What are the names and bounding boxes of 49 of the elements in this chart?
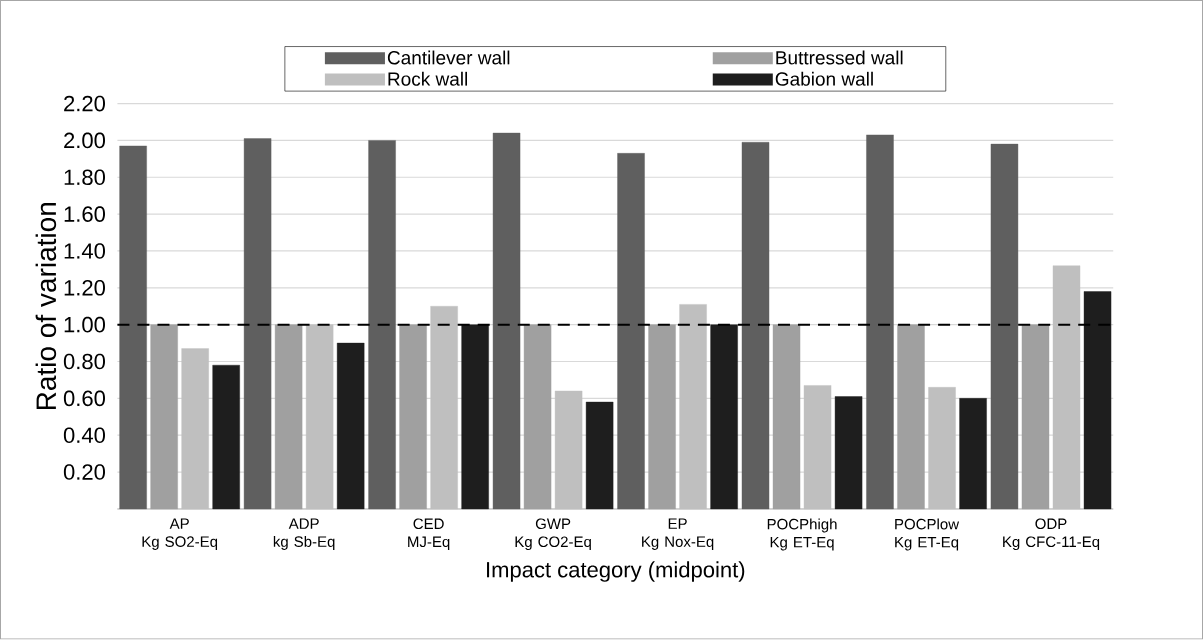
bar: [150, 324, 178, 510]
bar: [710, 324, 738, 510]
y-axis-title: Ratio of variation: [35, 203, 57, 410]
bar: [212, 365, 240, 510]
x-tick-label: CED MJ-Eq: [408, 518, 450, 551]
x-tick-label: POCPhigh Kg ET-Eq: [767, 518, 837, 551]
legend-label: Cantilever wall: [387, 50, 510, 65]
bar: [897, 324, 925, 510]
bar: [959, 398, 987, 510]
legend-label: Gabion wall: [775, 72, 873, 87]
y-tick-label: 0.20: [63, 464, 106, 481]
y-tick-label: 2.00: [64, 132, 106, 149]
x-tick-label: AP Kg SO2-Eq: [142, 518, 218, 551]
x-tick-label: EP Kg Nox-Eq: [642, 518, 714, 551]
bar: [1083, 291, 1112, 510]
bar: [368, 140, 396, 510]
bar: [492, 133, 521, 510]
bar: [585, 402, 614, 510]
y-tick-label: 2.20: [64, 96, 106, 112]
bar: [617, 153, 645, 510]
y-tick-label: 1.00: [64, 317, 106, 333]
x-tick-label: ODP Kg CFC-11-Eq: [1003, 518, 1100, 551]
legend-label: Buttressed wall: [776, 50, 903, 65]
bar: [243, 138, 272, 510]
y-tick-label: 0.60: [63, 390, 106, 407]
x-axis-title: Impact category (midpoint): [487, 561, 745, 583]
y-tick-label: 1.40: [64, 243, 106, 259]
bar: [990, 144, 1019, 510]
y-tick-label: 0.40: [63, 427, 106, 444]
legend-label: Rock wall: [388, 72, 468, 87]
y-tick-label: 1.80: [64, 169, 106, 186]
bar: [772, 324, 801, 510]
bar: [834, 396, 863, 510]
bar: [523, 324, 552, 510]
bar: [399, 324, 427, 510]
bar: [741, 142, 770, 510]
x-tick-label: GWP Kg CO2-Eq: [515, 518, 591, 551]
bar: [274, 324, 303, 510]
bar: [336, 343, 365, 510]
y-tick-label: 0.80: [63, 353, 106, 370]
bar: [119, 145, 147, 510]
bar: [1021, 324, 1050, 510]
y-tick-label: 1.20: [64, 280, 106, 296]
x-tick-label: POCPlow Kg ET-Eq: [895, 518, 960, 551]
bar: [461, 324, 489, 510]
y-tick-label: 1.60: [64, 206, 106, 223]
x-tick-label: ADP kg Sb-Eq: [273, 518, 335, 551]
bar: [648, 324, 676, 510]
bar: [866, 134, 894, 510]
